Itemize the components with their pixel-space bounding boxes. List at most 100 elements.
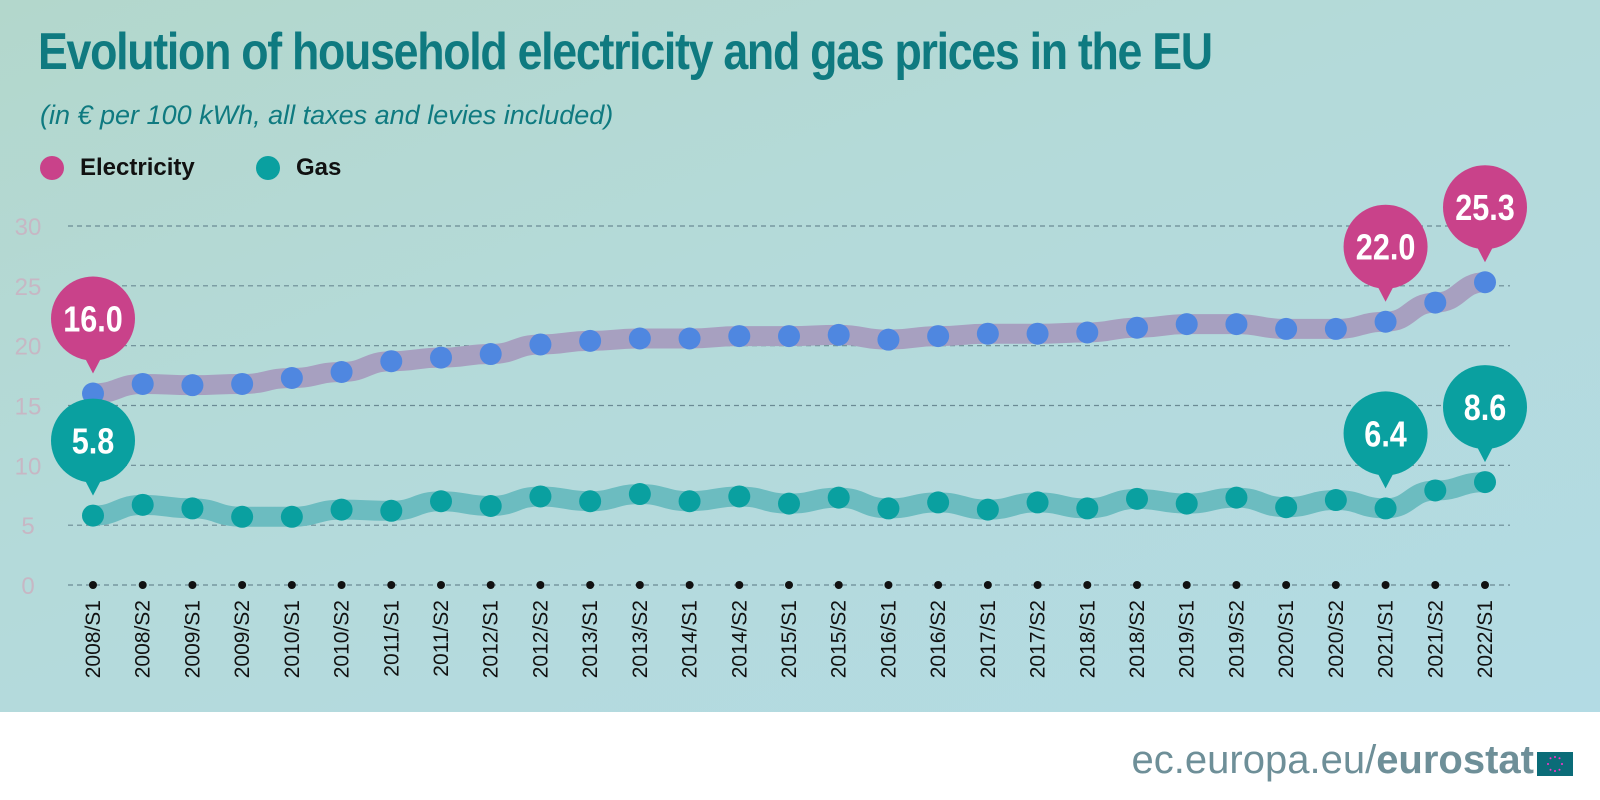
footer-brand: eurostat (1376, 738, 1534, 782)
x-tick-label: 2010/S2 (331, 600, 354, 678)
gas-callout: 5.8 (51, 398, 135, 496)
gas-point (1175, 492, 1198, 515)
callout-label: 22.0 (1356, 228, 1416, 268)
x-tick-dot (983, 581, 992, 589)
callout-bubble (51, 276, 135, 361)
legend-gas-label: Gas (296, 154, 342, 181)
callout-bubble (1343, 391, 1428, 476)
gas-point (231, 505, 254, 528)
chart-subtitle: (in € per 100 kWh, all taxes and levies … (40, 100, 614, 130)
legend-electricity-label: Electricity (80, 154, 195, 181)
gas-point (1275, 496, 1298, 519)
x-tick-label: 2011/S2 (430, 600, 453, 677)
electricity-point (479, 343, 502, 366)
x-tick-dot (1331, 581, 1340, 589)
x-tick-dot (337, 581, 346, 589)
x-tick-label: 2016/S2 (927, 600, 950, 678)
x-tick-label: 2020/S1 (1275, 600, 1298, 678)
electricity-point (1275, 317, 1298, 340)
x-tick-dot (1481, 581, 1489, 589)
electricity-point (231, 372, 254, 395)
chart-background (0, 0, 1600, 712)
x-tick-label: 2018/S1 (1076, 600, 1099, 678)
x-tick-label: 2017/S1 (977, 600, 1000, 678)
x-tick-dot (486, 581, 495, 589)
x-tick-label: 2018/S2 (1126, 600, 1149, 678)
x-tick-label: 2010/S1 (281, 600, 304, 678)
x-tick-label: 2020/S2 (1325, 600, 1348, 678)
gas-point (1424, 479, 1447, 502)
gas-point (1374, 497, 1397, 520)
x-tick-dot (188, 581, 197, 589)
x-tick-label: 2013/S1 (579, 600, 602, 678)
electricity-point (778, 325, 800, 348)
x-tick-label: 2009/S1 (181, 600, 204, 678)
x-tick-label: 2014/S2 (728, 600, 751, 678)
x-tick-dot (1431, 581, 1440, 589)
legend-gas: Gas (256, 154, 341, 182)
gas-point (1026, 491, 1049, 514)
gas-point (827, 486, 850, 509)
electricity-point (976, 322, 999, 345)
x-tick-label: 2011/S1 (380, 600, 403, 677)
legend-gas-marker (256, 156, 280, 180)
gas-point (927, 491, 950, 514)
electricity-callout: 22.0 (1343, 204, 1428, 302)
gas-callout: 8.6 (1443, 365, 1527, 463)
gas-point (877, 497, 900, 520)
gas-point (131, 493, 154, 516)
x-tick-dot (586, 581, 595, 589)
electricity-point (529, 333, 552, 356)
x-tick-dot (138, 581, 147, 589)
x-tick-dot (635, 581, 644, 589)
callout-bubble (51, 398, 135, 483)
chart-title: Evolution of household electricity and g… (38, 23, 1213, 81)
x-tick-dot (884, 581, 893, 589)
x-tick-label: 2015/S2 (828, 600, 851, 678)
legend-electricity: Electricity (40, 154, 195, 182)
electricity-point (1076, 321, 1099, 344)
gas-point (579, 490, 602, 513)
y-tick-label: 15 (15, 394, 42, 421)
x-tick-dot (934, 581, 943, 589)
x-tick-dot (1033, 581, 1042, 589)
gas-point (181, 497, 204, 520)
callout-label: 25.3 (1455, 189, 1515, 229)
x-tick-dot (1232, 581, 1241, 589)
electricity-point (1374, 310, 1397, 333)
electricity-point (678, 327, 701, 350)
x-tick-label: 2017/S2 (1027, 600, 1050, 678)
electricity-point (430, 346, 452, 369)
x-tick-dot (1282, 581, 1291, 589)
gas-point (678, 490, 701, 513)
electricity-callout: 25.3 (1443, 165, 1527, 263)
x-tick-dot (685, 581, 694, 589)
x-tick-label: 2008/S1 (82, 600, 105, 678)
gas-callout: 6.4 (1343, 391, 1428, 489)
x-tick-dot (437, 581, 445, 589)
electricity-point (280, 366, 303, 389)
x-tick-dot (735, 581, 744, 589)
electricity-point (1424, 291, 1447, 314)
x-tick-dot (89, 581, 97, 589)
electricity-point (1126, 316, 1148, 339)
x-tick-dot (785, 581, 793, 589)
x-tick-label: 2019/S2 (1225, 600, 1248, 678)
callout-label: 6.4 (1364, 415, 1407, 455)
x-tick-label: 2012/S1 (480, 600, 503, 678)
x-tick-label: 2021/S2 (1424, 600, 1447, 678)
x-tick-dot (387, 581, 396, 589)
x-tick-label: 2008/S2 (132, 600, 155, 678)
x-tick-dot (1083, 581, 1092, 589)
gas-point (628, 483, 651, 506)
electricity-point (181, 374, 204, 397)
x-tick-label: 2021/S1 (1375, 600, 1398, 678)
gas-point (1324, 489, 1347, 512)
x-tick-dot (238, 581, 247, 589)
footer-source[interactable]: ec.europa.eu/eurostat (1132, 738, 1534, 783)
chart-plot: 0 5 10 15 20 25 30 2008/S1 2008/S2 2009/S1 2009/S2… (15, 165, 1527, 678)
gas-point (280, 505, 303, 528)
x-tick-dot (536, 581, 545, 589)
callout-label: 8.6 (1464, 389, 1507, 429)
y-tick-label: 25 (15, 274, 42, 301)
